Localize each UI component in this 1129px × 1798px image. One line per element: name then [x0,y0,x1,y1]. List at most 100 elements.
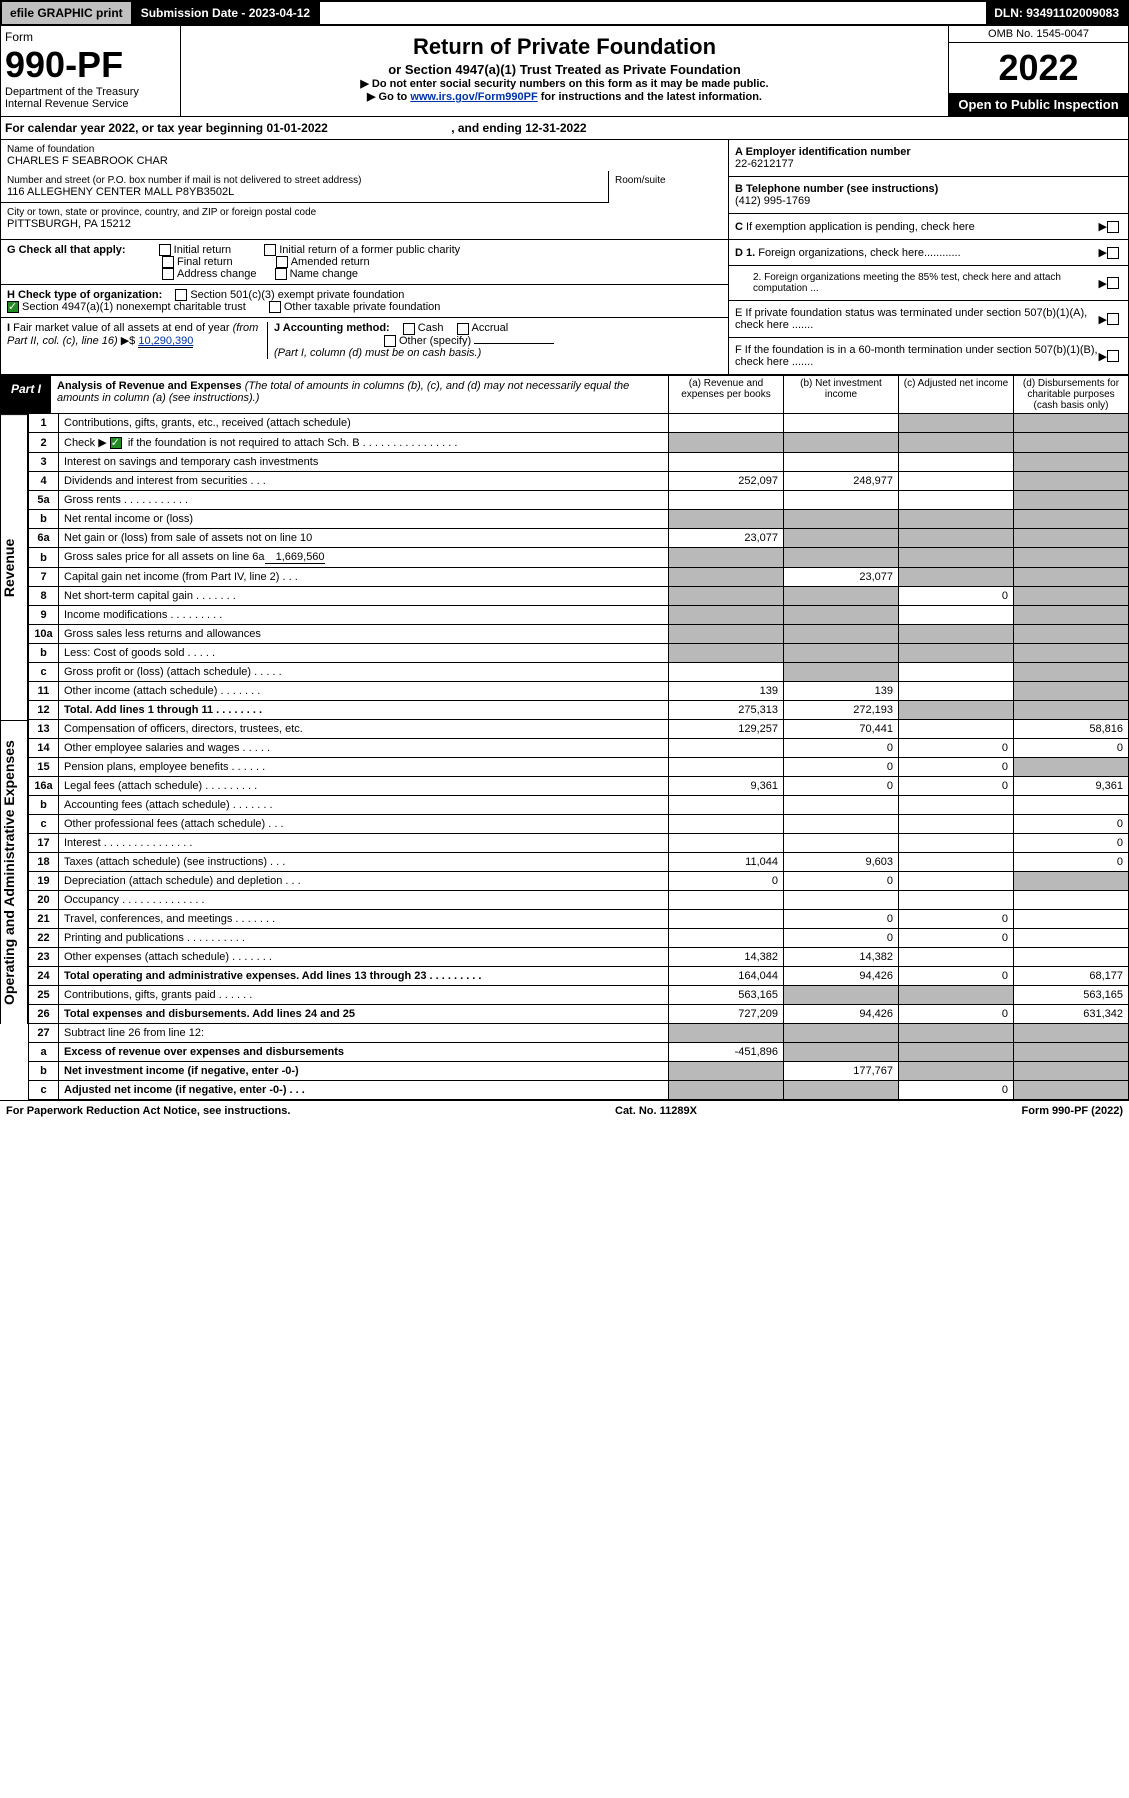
col-b [784,548,899,568]
col-a: 23,077 [669,529,784,548]
col-a: 9,361 [669,777,784,796]
col-d [1014,587,1129,606]
j-label: J Accounting method: [274,322,390,334]
d2-checkbox[interactable] [1107,277,1119,289]
line-desc: Gross sales less returns and allowances [59,625,669,644]
col-d [1014,701,1129,720]
col-c: 0 [899,739,1014,758]
line-num: b [29,644,59,663]
table-row: bNet rental income or (loss) [29,510,1129,529]
table-row: cAdjusted net income (if negative, enter… [29,1081,1129,1100]
f-checkbox[interactable] [1107,350,1119,362]
col-d [1014,1081,1129,1100]
line-desc: Other expenses (attach schedule) . . . .… [59,948,669,967]
j-chk-other[interactable] [384,335,396,347]
h-chk-other[interactable] [269,301,281,313]
g-chk-initial-former[interactable] [264,244,276,256]
footer-right: Form 990-PF (2022) [1022,1105,1123,1117]
table-row: bLess: Cost of goods sold . . . . . [29,644,1129,663]
col-b [784,414,899,433]
h-chk-501c3[interactable] [175,289,187,301]
col-a [669,453,784,472]
col-a: 139 [669,682,784,701]
g-o2: Final return [177,256,233,268]
col-c [899,1024,1014,1043]
col-a: 563,165 [669,986,784,1005]
col-d [1014,529,1129,548]
col-d-head: (d) Disbursements for charitable purpose… [1013,376,1128,413]
col-b [784,587,899,606]
line-num: 9 [29,606,59,625]
line-desc: Occupancy . . . . . . . . . . . . . . [59,891,669,910]
g-chk-name[interactable] [275,268,287,280]
col-b: 177,767 [784,1062,899,1081]
line-desc: Net gain or (loss) from sale of assets n… [59,529,669,548]
table-row: 19Depreciation (attach schedule) and dep… [29,872,1129,891]
e-checkbox[interactable] [1107,313,1119,325]
g-chk-initial[interactable] [159,244,171,256]
col-a [669,510,784,529]
col-c [899,834,1014,853]
line-num: 21 [29,910,59,929]
line-desc: Other employee salaries and wages . . . … [59,739,669,758]
form-title: Return of Private Foundation [187,34,942,60]
col-c [899,853,1014,872]
col-b [784,453,899,472]
col-d: 0 [1014,834,1129,853]
col-a [669,587,784,606]
line-desc: Contributions, gifts, grants paid . . . … [59,986,669,1005]
arrow-icon: ▶ [1099,246,1107,259]
table-row: 18Taxes (attach schedule) (see instructi… [29,853,1129,872]
table-row: 8Net short-term capital gain . . . . . .… [29,587,1129,606]
col-a [669,929,784,948]
col-d [1014,548,1129,568]
c-checkbox[interactable] [1107,221,1119,233]
line-num: b [29,510,59,529]
col-b: 0 [784,872,899,891]
col-a [669,739,784,758]
line-desc: Compensation of officers, directors, tru… [59,720,669,739]
line-desc: Interest on savings and temporary cash i… [59,453,669,472]
col-c [899,1043,1014,1062]
g-chk-amended[interactable] [276,256,288,268]
col-a [669,834,784,853]
col-d [1014,891,1129,910]
col-c [899,644,1014,663]
line-desc: Total expenses and disbursements. Add li… [59,1005,669,1024]
col-b [784,644,899,663]
line-num: 22 [29,929,59,948]
phone-label: B Telephone number (see instructions) [735,183,1122,195]
part-i-title: Analysis of Revenue and Expenses [57,380,242,392]
col-b [784,433,899,453]
col-b [784,529,899,548]
g-chk-final[interactable] [162,256,174,268]
d1-checkbox[interactable] [1107,247,1119,259]
i-value[interactable]: 10,290,390 [138,335,193,348]
col-c [899,663,1014,682]
g-chk-address[interactable] [162,268,174,280]
line-desc: Accounting fees (attach schedule) . . . … [59,796,669,815]
col-d [1014,433,1129,453]
col-b: 139 [784,682,899,701]
col-c [899,491,1014,510]
line-num: 3 [29,453,59,472]
line-num: 10a [29,625,59,644]
h-chk-4947[interactable] [7,301,19,313]
j-chk-cash[interactable] [403,323,415,335]
h-o1: Section 501(c)(3) exempt private foundat… [190,289,404,301]
col-b [784,1081,899,1100]
irs-link[interactable]: www.irs.gov/Form990PF [410,91,537,103]
col-a [669,1062,784,1081]
j-chk-accrual[interactable] [457,323,469,335]
col-c [899,986,1014,1005]
line-num: 19 [29,872,59,891]
col-c [899,453,1014,472]
table-row: 4Dividends and interest from securities … [29,472,1129,491]
col-c [899,433,1014,453]
g-o1: Initial return [174,244,231,256]
col-a [669,548,784,568]
line-num: 5a [29,491,59,510]
col-b: 0 [784,739,899,758]
line-num: 4 [29,472,59,491]
line-num: b [29,548,59,568]
